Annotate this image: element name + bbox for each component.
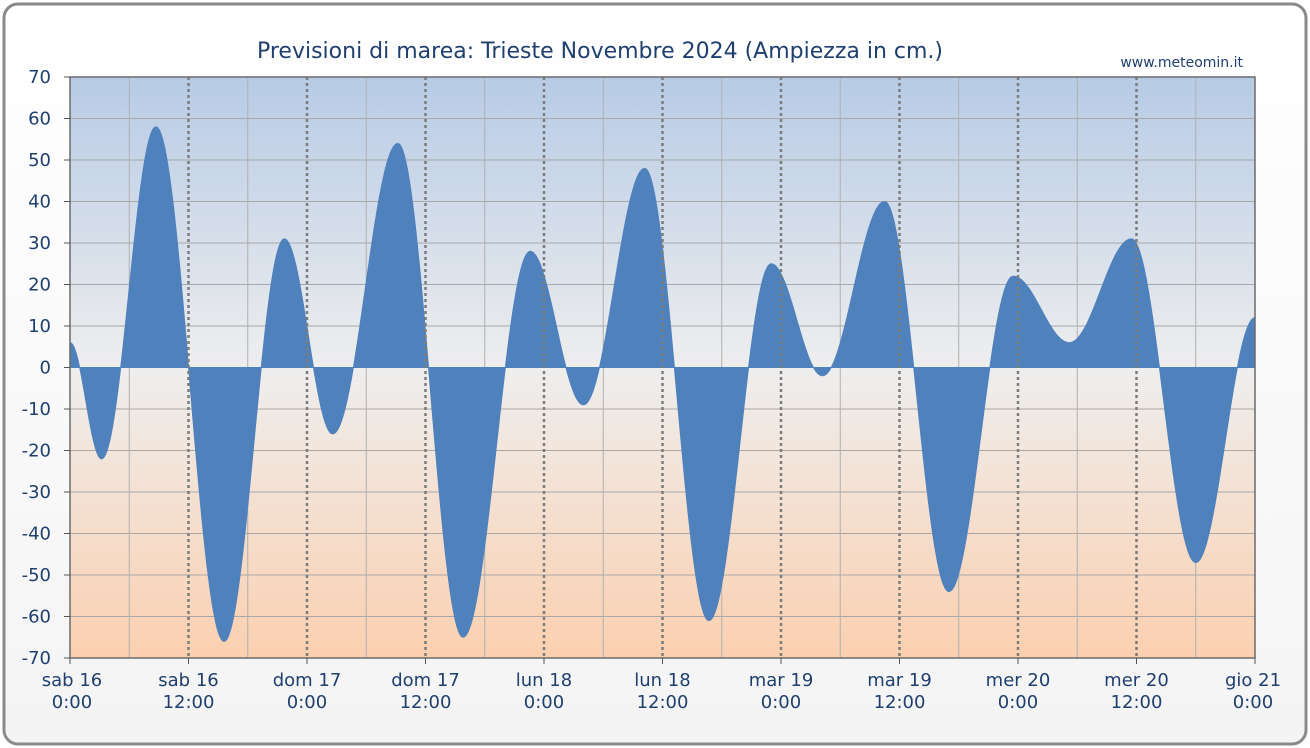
x-tick-day-label: dom 17 [391, 670, 460, 691]
x-tick-day-label: mer 20 [1104, 670, 1169, 691]
y-tick-label: -50 [22, 565, 51, 586]
y-tick-label: 60 [28, 109, 51, 130]
x-tick-day-label: sab 16 [42, 670, 102, 691]
y-tick-label: 40 [28, 192, 51, 213]
day-separator-lines [187, 77, 1138, 658]
y-tick-label: 10 [28, 316, 51, 337]
y-tick-label: 70 [28, 67, 51, 88]
x-tick-day-label: lun 18 [516, 670, 572, 691]
x-tick-time-label: 12:00 [1111, 692, 1163, 713]
tide-area [70, 126, 1255, 642]
y-tick-label: 50 [28, 150, 51, 171]
y-tick-label: 0 [40, 358, 51, 379]
y-axis-ticks: 70 60 50 40 30 20 10 0 -10 -20 -30 -40 -50 -60 -70 [22, 67, 70, 669]
x-tick-day-label: mar 19 [867, 670, 932, 691]
y-tick-label: -30 [22, 482, 51, 503]
y-tick-label: -20 [22, 441, 51, 462]
x-tick-day-label: gio 21 [1225, 670, 1281, 691]
x-tick-time-label: 12:00 [637, 692, 689, 713]
x-tick-day-label: mer 20 [986, 670, 1051, 691]
x-tick-time-label: 0:00 [287, 692, 327, 713]
chart-title: Previsioni di marea: Trieste Novembre 20… [257, 39, 943, 64]
x-tick-day-label: lun 18 [634, 670, 690, 691]
y-tick-label: -40 [22, 524, 51, 545]
y-tick-label: 20 [28, 275, 51, 296]
x-tick-time-label: 0:00 [524, 692, 564, 713]
tide-area-path [70, 126, 1255, 642]
x-tick-time-label: 0:00 [52, 692, 92, 713]
y-tick-label: 30 [28, 233, 51, 254]
y-tick-label: -10 [22, 399, 51, 420]
x-tick-time-label: 0:00 [1233, 692, 1273, 713]
x-tick-time-label: 0:00 [998, 692, 1038, 713]
x-tick-time-label: 12:00 [874, 692, 926, 713]
x-tick-time-label: 12:00 [163, 692, 215, 713]
y-tick-label: -70 [22, 648, 51, 669]
x-tick-time-label: 0:00 [761, 692, 801, 713]
x-tick-time-label: 12:00 [400, 692, 452, 713]
x-tick-day-label: dom 17 [273, 670, 342, 691]
credit-text: www.meteomin.it [1120, 55, 1243, 71]
y-tick-label: -60 [22, 607, 51, 628]
x-tick-day-label: sab 16 [158, 670, 218, 691]
x-tick-day-label: mar 19 [749, 670, 814, 691]
